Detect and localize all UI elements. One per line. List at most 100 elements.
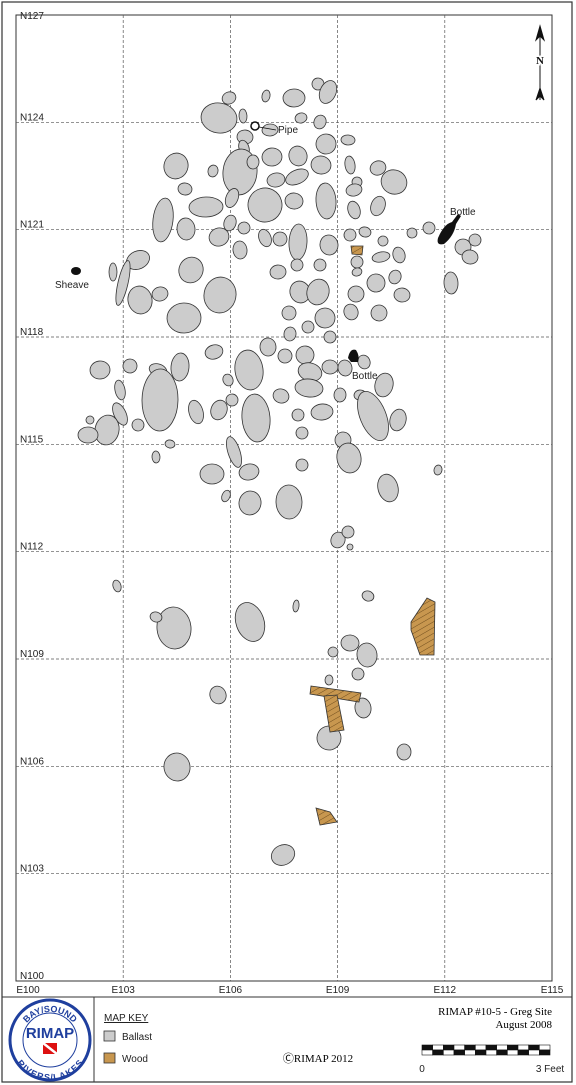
ballast-stone <box>188 196 224 218</box>
ballast-stone <box>370 304 388 322</box>
ballast-stone <box>210 399 228 421</box>
ballast-stone <box>221 91 237 105</box>
ballast-stone <box>344 155 356 175</box>
ballast-stone <box>343 228 357 242</box>
ballast-stone <box>291 408 305 422</box>
ballast-stone <box>261 147 283 167</box>
ballast-stone <box>366 273 386 293</box>
wood <box>323 694 345 733</box>
scale-segment <box>453 1049 465 1056</box>
ballast-stone <box>122 358 138 374</box>
ballast-stone <box>151 450 161 464</box>
ballast-stone <box>337 359 353 377</box>
wood <box>350 245 364 256</box>
ballast-stone <box>108 262 118 282</box>
bottle-mark <box>348 349 359 362</box>
ballast-stone <box>246 154 260 170</box>
ballast-stone <box>433 464 443 476</box>
ballast-stone <box>85 415 95 425</box>
ballast-stone <box>259 337 277 357</box>
scale-segment <box>539 1049 551 1056</box>
ballast-stone <box>152 197 174 243</box>
ballast-stone <box>222 373 234 387</box>
scale-segment <box>475 1049 487 1056</box>
ballast-stone <box>393 287 411 303</box>
easting-label: E112 <box>433 985 456 996</box>
northing-label: N106 <box>20 756 44 767</box>
ballast-stone <box>234 349 264 391</box>
ballast-stone <box>177 182 193 196</box>
ballast-stone <box>261 89 271 103</box>
wood <box>410 597 436 656</box>
ballast-stone <box>241 393 271 443</box>
ballast-stone <box>380 169 408 195</box>
ballast-stone <box>290 258 304 272</box>
ballast-stone <box>200 102 238 134</box>
ballast-stone <box>321 359 339 375</box>
legend-item: Ballast <box>122 1032 152 1043</box>
ballast-stone <box>314 307 336 329</box>
ballast-stone <box>209 685 227 705</box>
ballast-stone <box>166 302 202 334</box>
ballast-stone <box>371 251 391 263</box>
ballast-stones <box>77 77 482 866</box>
wood <box>315 807 338 826</box>
ballast-stone <box>396 743 412 761</box>
ballast-stone <box>357 391 389 441</box>
legend-swatch <box>103 1030 116 1042</box>
ballast-stone <box>301 320 315 334</box>
scale-segment <box>496 1049 508 1056</box>
ballast-stone <box>94 414 120 446</box>
ballast-stone <box>333 387 347 403</box>
ballast-stone <box>350 255 364 269</box>
easting-label: E109 <box>326 985 350 996</box>
ballast-stone <box>315 182 337 220</box>
ballast-stone <box>238 108 248 124</box>
scale-segment <box>507 1049 519 1056</box>
site-title: RIMAP #10-5 - Greg Site <box>438 1006 552 1018</box>
ballast-stone <box>238 490 262 516</box>
ballast-stone <box>357 354 371 370</box>
ballast-stone <box>258 228 272 248</box>
ballast-stone <box>369 160 387 176</box>
ballast-stone <box>343 303 359 321</box>
site-date: August 2008 <box>495 1019 552 1031</box>
ballast-stone <box>347 285 365 303</box>
ballast-stone <box>347 200 361 220</box>
ballast-stone <box>313 114 327 130</box>
ballast-stone <box>374 372 394 398</box>
ballast-stone <box>275 484 303 520</box>
ballast-stone <box>406 227 418 239</box>
scale-segment <box>432 1044 444 1051</box>
ballast-stone <box>77 426 99 444</box>
ballast-stone <box>327 646 339 658</box>
ballast-stone <box>89 360 111 380</box>
scale-segment <box>517 1049 529 1056</box>
ballast-stone <box>284 192 304 210</box>
bottle-mark <box>437 214 461 245</box>
legend-item: Wood <box>122 1054 148 1065</box>
legend-swatch <box>103 1052 116 1064</box>
northing-label: N100 <box>20 971 44 982</box>
ballast-stone <box>323 330 337 344</box>
ballast-stone <box>388 269 402 285</box>
ballast-stone <box>261 123 279 137</box>
ballast-stone <box>277 348 293 364</box>
ballast-stone <box>392 246 406 264</box>
scale-end: 3 Feet <box>536 1064 565 1075</box>
ballast-stone <box>163 752 191 782</box>
ballast-stone <box>311 77 325 91</box>
northing-label: N112 <box>20 542 44 553</box>
ballast-stone <box>422 221 436 235</box>
north-label: N <box>536 55 544 67</box>
ballast-stone <box>151 286 169 302</box>
ballast-stone <box>149 611 163 623</box>
scale-segment <box>421 1044 433 1051</box>
ballast-stone <box>115 260 131 306</box>
sheave-mark <box>71 267 81 275</box>
northing-label: N127 <box>20 11 44 22</box>
ballast-stone <box>294 378 324 398</box>
scale-segment <box>485 1044 497 1051</box>
ballast-stone <box>340 634 360 652</box>
